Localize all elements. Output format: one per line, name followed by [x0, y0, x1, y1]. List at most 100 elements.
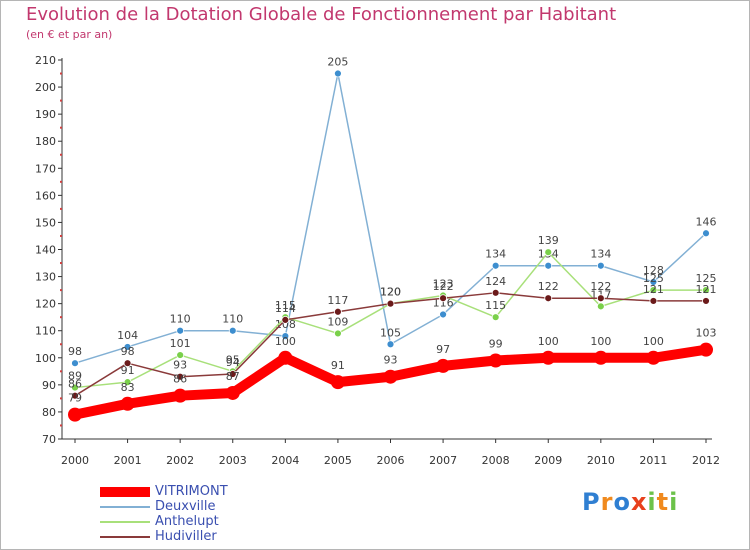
- x-tick-label: 2011: [639, 454, 667, 467]
- data-label: 99: [489, 337, 503, 350]
- x-tick-label: 2009: [534, 454, 562, 467]
- data-point: [702, 286, 710, 295]
- legend-label: VITRIMONT: [155, 484, 228, 499]
- data-label: 134: [485, 248, 506, 261]
- data-label: 91: [121, 364, 135, 377]
- y-minor-tick: [60, 424, 62, 427]
- data-label: 116: [433, 296, 454, 309]
- data-point: [71, 391, 79, 400]
- data-label: 205: [327, 56, 348, 69]
- y-tick-label: 90: [42, 379, 56, 392]
- data-label: 93: [384, 354, 398, 367]
- y-tick-label: 80: [42, 406, 56, 419]
- data-point: [334, 69, 342, 78]
- legend-swatch: [100, 521, 150, 523]
- data-point: [68, 407, 82, 422]
- data-label: 101: [170, 337, 191, 350]
- data-point: [544, 294, 553, 303]
- x-tick-label: 2001: [114, 454, 142, 467]
- data-point: [386, 340, 395, 349]
- data-point: [176, 326, 185, 335]
- data-label: 86: [173, 373, 187, 386]
- data-point: [596, 294, 605, 303]
- data-label: 79: [68, 392, 82, 405]
- y-minor-tick: [60, 99, 62, 102]
- proxiti-logo: Proxiti: [582, 488, 678, 516]
- y-minor-tick: [60, 234, 62, 237]
- data-label: 109: [327, 315, 348, 328]
- data-point: [383, 369, 398, 384]
- data-point: [173, 388, 188, 403]
- y-tick-label: 140: [35, 244, 56, 257]
- data-label: 134: [590, 248, 611, 261]
- data-point: [120, 396, 135, 411]
- x-tick-label: 2008: [482, 454, 510, 467]
- data-point: [123, 359, 132, 368]
- data-label: 121: [696, 283, 717, 296]
- data-label: 125: [643, 272, 664, 285]
- legend-label: Deuxville: [155, 499, 216, 514]
- y-tick-label: 130: [35, 271, 56, 284]
- data-label: 97: [436, 343, 450, 356]
- data-point: [71, 359, 79, 368]
- y-tick-label: 110: [35, 325, 56, 338]
- data-point: [699, 342, 713, 357]
- data-point: [491, 261, 500, 270]
- x-tick-label: 2010: [587, 454, 615, 467]
- data-point: [228, 326, 237, 335]
- data-label: 100: [538, 335, 559, 348]
- data-label: 122: [538, 280, 559, 293]
- data-point: [702, 297, 710, 305]
- data-point: [702, 229, 710, 238]
- logo-letter: P: [582, 488, 601, 516]
- data-point: [544, 261, 553, 270]
- logo-letter: o: [613, 488, 631, 516]
- data-point: [646, 350, 661, 365]
- y-tick-label: 170: [35, 162, 56, 175]
- data-label: 87: [226, 370, 240, 383]
- y-tick-label: 190: [35, 108, 56, 121]
- data-label: 139: [538, 234, 559, 247]
- x-tick-label: 2000: [61, 454, 89, 467]
- data-point: [649, 297, 658, 305]
- data-label: 100: [643, 335, 664, 348]
- data-point: [491, 288, 500, 297]
- legend-swatch: [100, 487, 150, 497]
- y-tick-label: 200: [35, 81, 56, 94]
- y-minor-tick: [60, 289, 62, 292]
- data-label: 120: [380, 286, 401, 299]
- data-point: [439, 294, 447, 303]
- data-point: [123, 378, 132, 387]
- data-label: 104: [117, 329, 138, 342]
- y-minor-tick: [60, 370, 62, 373]
- y-minor-tick: [60, 316, 62, 319]
- data-label: 121: [643, 283, 664, 296]
- data-point: [281, 332, 290, 341]
- y-minor-tick: [60, 343, 62, 346]
- data-label: 122: [590, 280, 611, 293]
- data-label: 93: [173, 359, 187, 372]
- data-point: [544, 248, 553, 257]
- logo-letter: i: [669, 488, 679, 516]
- data-point: [334, 307, 342, 316]
- x-tick-label: 2007: [429, 454, 457, 467]
- data-point: [71, 383, 79, 392]
- data-point: [541, 350, 556, 365]
- data-label: 108: [275, 318, 296, 331]
- data-label: 110: [222, 313, 243, 326]
- data-point: [123, 343, 132, 351]
- x-tick-label: 2005: [324, 454, 352, 467]
- data-point: [330, 375, 345, 390]
- data-point: [228, 370, 237, 378]
- x-tick-label: 2004: [271, 454, 299, 467]
- data-point: [488, 353, 503, 368]
- y-tick-label: 160: [35, 189, 56, 202]
- y-tick-label: 100: [35, 352, 56, 365]
- data-point: [225, 385, 240, 400]
- data-label: 95: [226, 353, 240, 366]
- data-label: 103: [696, 327, 717, 340]
- data-label: 100: [590, 335, 611, 348]
- data-point: [436, 358, 451, 373]
- data-label: 114: [275, 302, 296, 315]
